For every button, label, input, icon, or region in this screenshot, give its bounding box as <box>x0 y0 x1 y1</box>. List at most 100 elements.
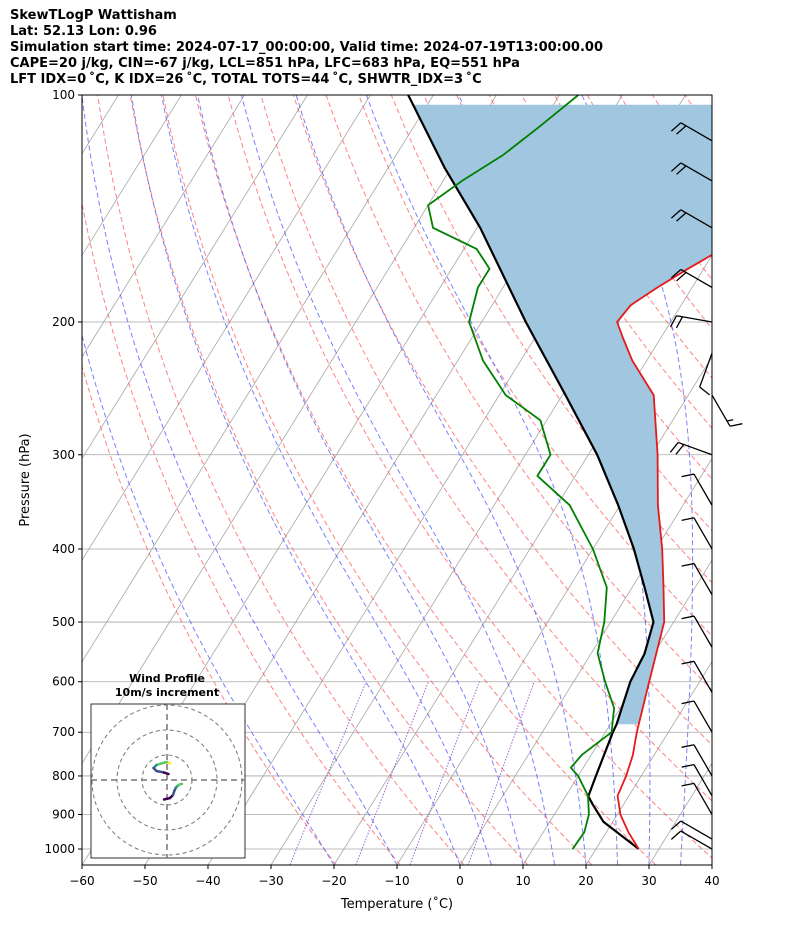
isotherm <box>459 457 712 865</box>
barb-staff <box>693 660 713 693</box>
temperature-profile <box>616 253 712 850</box>
isotherm <box>585 661 712 865</box>
wind-barb <box>670 162 713 182</box>
wind-barb <box>681 660 713 693</box>
moist-adiabat <box>581 95 694 865</box>
x-tick-label: −10 <box>384 874 409 888</box>
x-tick-label: 10 <box>515 874 530 888</box>
wind-barb <box>699 352 713 396</box>
mixing-ratio-line <box>467 681 535 865</box>
y-tick-label: 400 <box>52 542 75 556</box>
x-tick-label: 20 <box>578 874 593 888</box>
wind-barb <box>670 830 713 850</box>
y-tick-label: 500 <box>52 615 75 629</box>
station-title: SkewTLogP Wattisham <box>10 8 177 23</box>
barb-flag <box>670 820 682 830</box>
mixing-ratio-line <box>409 681 480 865</box>
wind-barb <box>681 763 713 797</box>
wind-barb <box>681 782 713 815</box>
hodograph-segment <box>162 771 170 776</box>
moist-adiabat <box>295 95 587 865</box>
mixing-ratio-line <box>289 681 367 865</box>
stability-indices-1: CAPE=20 j/kg, CIN=-67 j/kg, LCL=851 hPa,… <box>10 56 520 71</box>
barb-staff <box>676 315 713 323</box>
moist-adiabat <box>240 95 555 865</box>
barb-staff <box>693 615 713 648</box>
dry-adiabat <box>260 95 712 802</box>
dry-adiabat <box>162 95 593 865</box>
barb-staff <box>680 820 713 840</box>
barb-flag <box>681 660 695 665</box>
x-tick-label: 30 <box>641 874 656 888</box>
wind-barb <box>670 122 713 142</box>
wind-barb <box>711 394 743 427</box>
x-tick-label: −50 <box>132 874 157 888</box>
barb-staff <box>699 352 713 388</box>
x-tick-label: −40 <box>195 874 220 888</box>
barb-flag <box>676 165 687 175</box>
dry-adiabat <box>783 95 794 865</box>
y-tick-label: 200 <box>52 315 75 329</box>
wind-barb <box>669 441 713 456</box>
isotherm <box>82 95 182 257</box>
isotherm <box>522 559 712 865</box>
barb-staff <box>693 783 713 815</box>
station-coords: Lat: 52.13 Lon: 0.96 <box>10 24 157 39</box>
barb-staff <box>693 563 713 596</box>
barb-staff <box>680 830 713 850</box>
dry-adiabat <box>195 95 657 865</box>
barb-staff <box>711 394 731 427</box>
x-tick-label: −20 <box>321 874 346 888</box>
wind-barb <box>681 473 713 506</box>
barb-flag <box>676 212 687 222</box>
dry-adiabat <box>82 200 401 865</box>
y-tick-label: 300 <box>52 448 75 462</box>
moist-adiabat <box>130 95 461 865</box>
mixing-ratio-line <box>355 681 429 865</box>
wind-barb <box>681 517 713 550</box>
wind-barb <box>670 820 713 840</box>
dry-adiabat <box>227 95 712 859</box>
inset-title: Wind Profile <box>129 672 205 685</box>
barb-half-flag <box>726 419 734 422</box>
wind-barb <box>670 268 713 289</box>
x-tick-label: −30 <box>258 874 283 888</box>
dry-adiabat <box>718 95 794 865</box>
wind-barb <box>681 744 713 777</box>
simulation-times: Simulation start time: 2024-07-17_00:00:… <box>10 40 603 55</box>
stability-indices-2: LFT IDX=0 ˚C, K IDX=26 ˚C, TOTAL TOTS=44… <box>10 72 482 87</box>
wind-barb <box>681 562 713 596</box>
wind-barb <box>669 315 713 329</box>
barb-flag <box>675 444 685 455</box>
barb-flag <box>675 316 684 329</box>
cape-shading <box>413 104 712 725</box>
moist-adiabat <box>197 95 524 865</box>
barb-flag <box>729 423 743 427</box>
barb-flag <box>681 517 695 521</box>
barb-staff <box>693 473 713 506</box>
wind-barb <box>670 209 713 229</box>
moist-adiabat <box>365 95 618 865</box>
dry-adiabat <box>97 95 465 865</box>
isotherm <box>82 95 308 460</box>
barb-flag <box>681 763 695 768</box>
hodograph-segment <box>155 769 166 774</box>
x-tick-label: 0 <box>456 874 464 888</box>
isotherm <box>711 864 712 865</box>
y-axis-label: Pressure (hPa) <box>18 433 33 526</box>
y-tick-label: 800 <box>52 769 75 783</box>
dry-adiabat <box>750 95 794 865</box>
barb-flag <box>670 122 682 132</box>
barb-staff <box>693 700 713 733</box>
barb-flag <box>681 473 695 478</box>
inset-subtitle: 10m/s increment <box>115 686 219 699</box>
y-tick-label: 100 <box>52 88 75 102</box>
barb-flag <box>670 268 682 279</box>
wind-barb <box>681 700 713 733</box>
barb-flag <box>670 162 682 172</box>
isotherm <box>82 95 371 561</box>
barb-flag <box>676 271 687 282</box>
barb-flag <box>670 830 682 840</box>
